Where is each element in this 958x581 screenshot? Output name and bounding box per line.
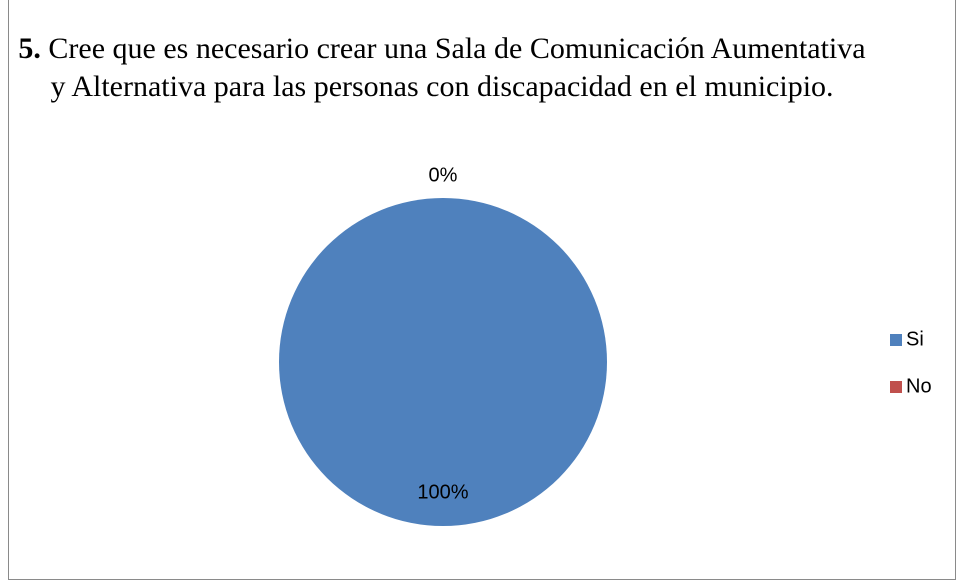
pie-slice-si <box>279 198 607 526</box>
legend-swatch-no <box>890 381 902 393</box>
legend-label-si: Si <box>906 328 924 350</box>
legend-swatch-si <box>890 334 902 346</box>
pie-data-labels: 100% 0% <box>417 164 468 503</box>
chart-title-text: Cree que es necesario crear una Sala de … <box>40 32 866 103</box>
legend-label-no: No <box>906 375 932 397</box>
legend: Si No <box>890 328 932 397</box>
pie-slices <box>279 198 607 526</box>
chart-title-number: 5. <box>18 32 41 65</box>
chart-title: 5. Cree que es necesario crear una Sala … <box>8 30 876 106</box>
data-label-si: 100% <box>417 481 468 503</box>
data-label-no: 0% <box>429 164 458 186</box>
